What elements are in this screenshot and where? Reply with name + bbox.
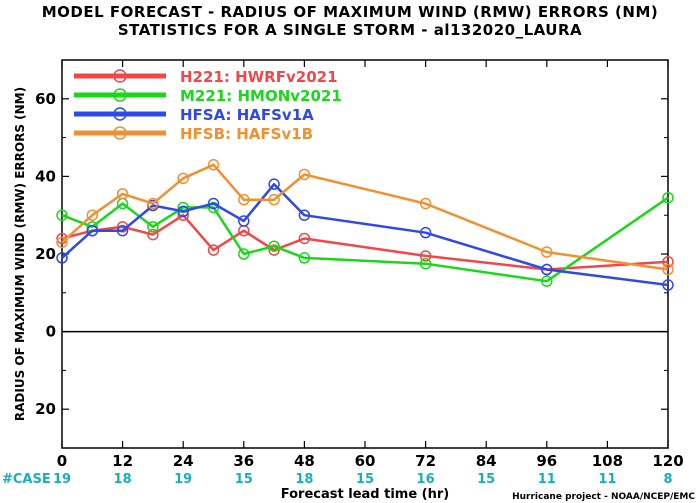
case-count: 15: [477, 472, 495, 487]
plot-frame: [61, 59, 669, 449]
data-point: [147, 221, 159, 233]
series-group: [56, 159, 674, 276]
case-count: 18: [295, 472, 313, 487]
case-count: 8: [663, 472, 672, 487]
x-tick-label: 24: [173, 452, 194, 470]
data-point: [419, 197, 432, 210]
data-point: [86, 209, 99, 221]
x-tick-label: 72: [415, 452, 436, 470]
case-count: 11: [598, 472, 616, 487]
chart-subtitle: STATISTICS FOR A SINGLE STORM - al132020…: [118, 21, 582, 39]
data-point: [298, 252, 311, 264]
x-tick-label: 84: [476, 452, 497, 470]
data-point: [298, 168, 311, 181]
legend-entry: HFSA: HAFSv1A: [180, 106, 314, 124]
data-point: [116, 224, 129, 237]
data-point: [662, 263, 674, 276]
data-point: [177, 172, 189, 185]
data-point: [268, 240, 280, 252]
x-axis-label: Forecast lead time (hr): [281, 487, 449, 502]
credit-text: Hurricane project - NOAA/NCEP/EMC: [512, 492, 695, 502]
case-count: 18: [114, 472, 132, 487]
series-line: [61, 196, 669, 283]
data-point: [177, 205, 189, 218]
data-point: [541, 275, 553, 287]
data-point: [541, 263, 553, 276]
legend-swatch-marker: [113, 88, 127, 102]
data-point: [116, 188, 129, 200]
legend-swatch-marker: [113, 126, 127, 140]
data-point: [207, 244, 220, 256]
data-point: [662, 279, 674, 291]
y-tick-label: 60: [35, 90, 56, 108]
x-tick-label: 108: [592, 452, 623, 470]
case-count: 19: [53, 472, 71, 487]
data-point: [268, 193, 280, 206]
y-tick-label: 0: [46, 323, 56, 341]
legend-swatch-marker: [113, 69, 127, 83]
data-point: [298, 232, 311, 245]
x-tick-label: 48: [294, 452, 315, 470]
data-point: [56, 236, 68, 249]
data-point: [238, 215, 250, 227]
x-tick-label: 12: [112, 452, 133, 470]
legend-entry: H221: HWRFv2021: [180, 68, 338, 86]
y-tick-label: 20: [35, 245, 56, 263]
data-point: [56, 252, 68, 264]
x-tick-label: 36: [233, 452, 254, 470]
series-line: [61, 163, 669, 271]
data-point: [56, 209, 68, 221]
case-label: #CASE: [2, 472, 51, 487]
data-point: [147, 197, 159, 210]
data-point: [419, 250, 432, 262]
legend-entry: HFSB: HAFSv1B: [180, 125, 313, 143]
case-count: 15: [235, 472, 253, 487]
data-point: [268, 178, 280, 190]
case-count: 11: [538, 472, 556, 487]
case-count: 15: [356, 472, 374, 487]
data-point: [147, 228, 159, 241]
legend-entry: M221: HMONv2021: [180, 87, 342, 105]
data-point: [662, 256, 674, 268]
case-count: 16: [417, 472, 435, 487]
x-tick-label: 120: [652, 452, 683, 470]
data-point: [207, 197, 220, 210]
y-tick-label: 40: [35, 167, 56, 185]
data-point: [298, 209, 311, 221]
data-point: [541, 246, 553, 258]
data-point: [238, 193, 250, 206]
case-count: 19: [174, 472, 192, 487]
x-tick-label: 0: [57, 452, 67, 470]
series-group: [56, 209, 674, 276]
data-point: [238, 248, 250, 260]
data-point: [419, 257, 432, 270]
y-tick-label: 20: [35, 400, 56, 418]
legend-swatch-marker: [113, 107, 127, 121]
x-tick-label: 60: [355, 452, 376, 470]
x-tick-label: 96: [536, 452, 557, 470]
data-point: [419, 226, 432, 239]
data-point: [662, 191, 674, 204]
data-point: [86, 224, 99, 237]
y-axis-label: RADIUS OF MAXIMUM WIND (RMW) ERRORS (NM): [13, 87, 27, 421]
data-point: [207, 159, 220, 171]
chart-title: MODEL FORECAST - RADIUS OF MAXIMUM WIND …: [42, 3, 659, 21]
